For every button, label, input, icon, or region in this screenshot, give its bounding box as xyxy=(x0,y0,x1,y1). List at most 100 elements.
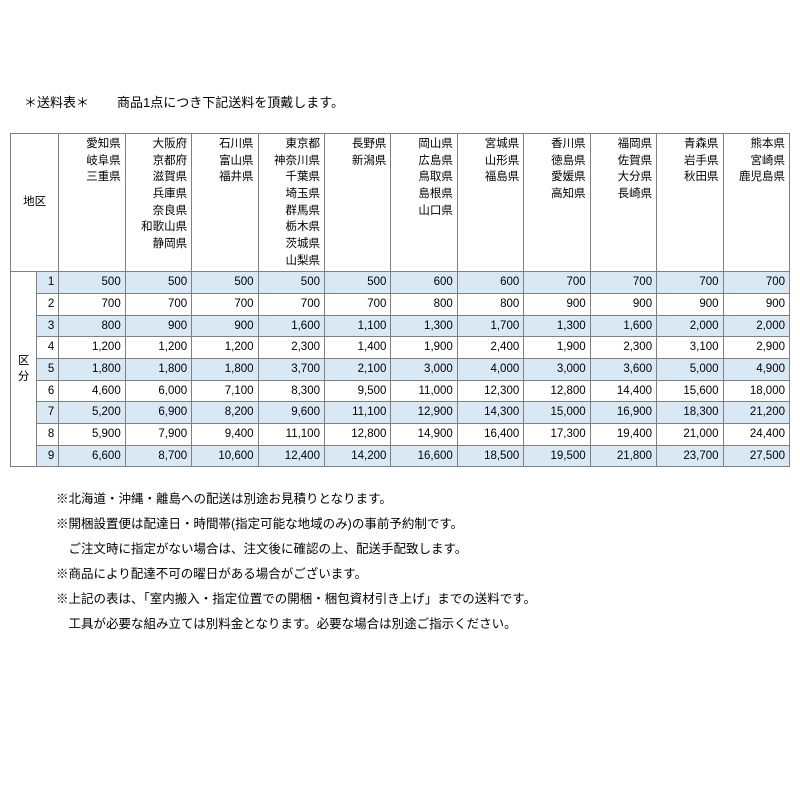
price-cell: 600 xyxy=(457,272,523,294)
price-cell: 1,200 xyxy=(192,337,258,359)
col-header: 香川県 徳島県 愛媛県 高知県 xyxy=(524,134,590,272)
price-cell: 4,000 xyxy=(457,359,523,381)
table-row: 64,6006,0007,1008,3009,50011,00012,30012… xyxy=(11,380,790,402)
row-number: 4 xyxy=(37,337,59,359)
price-cell: 8,700 xyxy=(125,445,191,467)
price-cell: 6,600 xyxy=(59,445,125,467)
price-cell: 900 xyxy=(524,294,590,316)
price-cell: 700 xyxy=(524,272,590,294)
price-cell: 21,000 xyxy=(657,424,723,446)
price-cell: 12,300 xyxy=(457,380,523,402)
note-line: ご注文時に指定がない場合は、注文後に確認の上、配送手配致します。 xyxy=(56,537,790,562)
price-cell: 3,100 xyxy=(657,337,723,359)
price-cell: 700 xyxy=(59,294,125,316)
price-cell: 15,000 xyxy=(524,402,590,424)
price-cell: 900 xyxy=(125,315,191,337)
price-cell: 900 xyxy=(590,294,656,316)
price-cell: 9,600 xyxy=(258,402,324,424)
table-row: 75,2006,9008,2009,60011,10012,90014,3001… xyxy=(11,402,790,424)
price-cell: 19,400 xyxy=(590,424,656,446)
kubun-label: 区分 xyxy=(11,272,37,467)
note-line: ※商品により配達不可の曜日がある場合がございます。 xyxy=(56,562,790,587)
price-cell: 12,900 xyxy=(391,402,457,424)
region-label: 地区 xyxy=(11,134,59,272)
price-cell: 27,500 xyxy=(723,445,789,467)
price-cell: 700 xyxy=(657,272,723,294)
price-cell: 900 xyxy=(723,294,789,316)
price-cell: 2,100 xyxy=(324,359,390,381)
price-cell: 500 xyxy=(192,272,258,294)
table-row: 96,6008,70010,60012,40014,20016,60018,50… xyxy=(11,445,790,467)
price-cell: 12,800 xyxy=(524,380,590,402)
price-cell: 12,400 xyxy=(258,445,324,467)
price-cell: 11,000 xyxy=(391,380,457,402)
col-header: 福岡県 佐賀県 大分県 長崎県 xyxy=(590,134,656,272)
price-cell: 7,100 xyxy=(192,380,258,402)
price-cell: 7,900 xyxy=(125,424,191,446)
table-row: 85,9007,9009,40011,10012,80014,90016,400… xyxy=(11,424,790,446)
price-cell: 10,600 xyxy=(192,445,258,467)
price-cell: 8,300 xyxy=(258,380,324,402)
col-header: 熊本県 宮崎県 鹿児島県 xyxy=(723,134,789,272)
price-cell: 16,400 xyxy=(457,424,523,446)
price-cell: 2,300 xyxy=(258,337,324,359)
price-cell: 700 xyxy=(723,272,789,294)
price-cell: 6,900 xyxy=(125,402,191,424)
title-row: ＊送料表＊ 商品1点につき下記送料を頂戴します。 xyxy=(10,92,790,111)
price-cell: 500 xyxy=(324,272,390,294)
row-number: 5 xyxy=(37,359,59,381)
table-subtitle: 商品1点につき下記送料を頂戴します。 xyxy=(117,95,344,110)
row-number: 2 xyxy=(37,294,59,316)
price-cell: 9,500 xyxy=(324,380,390,402)
price-cell: 6,000 xyxy=(125,380,191,402)
price-cell: 1,900 xyxy=(524,337,590,359)
price-cell: 500 xyxy=(59,272,125,294)
price-cell: 5,900 xyxy=(59,424,125,446)
price-cell: 17,300 xyxy=(524,424,590,446)
col-header: 大阪府 京都府 滋賀県 兵庫県 奈良県 和歌山県 静岡県 xyxy=(125,134,191,272)
row-number: 9 xyxy=(37,445,59,467)
note-line: ※北海道・沖縄・離島への配送は別途お見積りとなります。 xyxy=(56,487,790,512)
price-cell: 3,700 xyxy=(258,359,324,381)
col-header: 石川県 富山県 福井県 xyxy=(192,134,258,272)
price-cell: 700 xyxy=(125,294,191,316)
price-cell: 21,200 xyxy=(723,402,789,424)
price-cell: 700 xyxy=(590,272,656,294)
price-cell: 8,200 xyxy=(192,402,258,424)
row-number: 6 xyxy=(37,380,59,402)
price-cell: 1,400 xyxy=(324,337,390,359)
row-number: 3 xyxy=(37,315,59,337)
price-cell: 1,200 xyxy=(59,337,125,359)
price-cell: 700 xyxy=(258,294,324,316)
price-cell: 800 xyxy=(391,294,457,316)
price-cell: 14,200 xyxy=(324,445,390,467)
price-cell: 800 xyxy=(59,315,125,337)
note-line: ※開梱設置便は配達日・時間帯(指定可能な地域のみ)の事前予約制です。 xyxy=(56,512,790,537)
price-cell: 4,900 xyxy=(723,359,789,381)
row-number: 8 xyxy=(37,424,59,446)
price-cell: 12,800 xyxy=(324,424,390,446)
price-cell: 16,900 xyxy=(590,402,656,424)
table-body: 区分15005005005005006006007007007007002700… xyxy=(11,272,790,467)
col-header: 青森県 岩手県 秋田県 xyxy=(657,134,723,272)
price-cell: 11,100 xyxy=(258,424,324,446)
price-cell: 2,400 xyxy=(457,337,523,359)
price-cell: 2,300 xyxy=(590,337,656,359)
price-cell: 3,000 xyxy=(391,359,457,381)
note-line: ※上記の表は、「室内搬入・指定位置での開梱・梱包資材引き上げ」までの送料です。 xyxy=(56,587,790,612)
table-title: ＊送料表＊ xyxy=(24,95,89,110)
price-cell: 18,500 xyxy=(457,445,523,467)
price-cell: 24,400 xyxy=(723,424,789,446)
shipping-table: 地区 愛知県 岐阜県 三重県 大阪府 京都府 滋賀県 兵庫県 奈良県 和歌山県 … xyxy=(10,133,790,467)
col-header: 岡山県 広島県 鳥取県 島根県 山口県 xyxy=(391,134,457,272)
notes: ※北海道・沖縄・離島への配送は別途お見積りとなります。 ※開梱設置便は配達日・時… xyxy=(10,487,790,637)
price-cell: 18,000 xyxy=(723,380,789,402)
price-cell: 900 xyxy=(657,294,723,316)
table-row: 38009009001,6001,1001,3001,7001,3001,600… xyxy=(11,315,790,337)
price-cell: 800 xyxy=(457,294,523,316)
col-header: 宮城県 山形県 福島県 xyxy=(457,134,523,272)
price-cell: 700 xyxy=(324,294,390,316)
header-row: 地区 愛知県 岐阜県 三重県 大阪府 京都府 滋賀県 兵庫県 奈良県 和歌山県 … xyxy=(11,134,790,272)
price-cell: 1,800 xyxy=(125,359,191,381)
price-cell: 15,600 xyxy=(657,380,723,402)
